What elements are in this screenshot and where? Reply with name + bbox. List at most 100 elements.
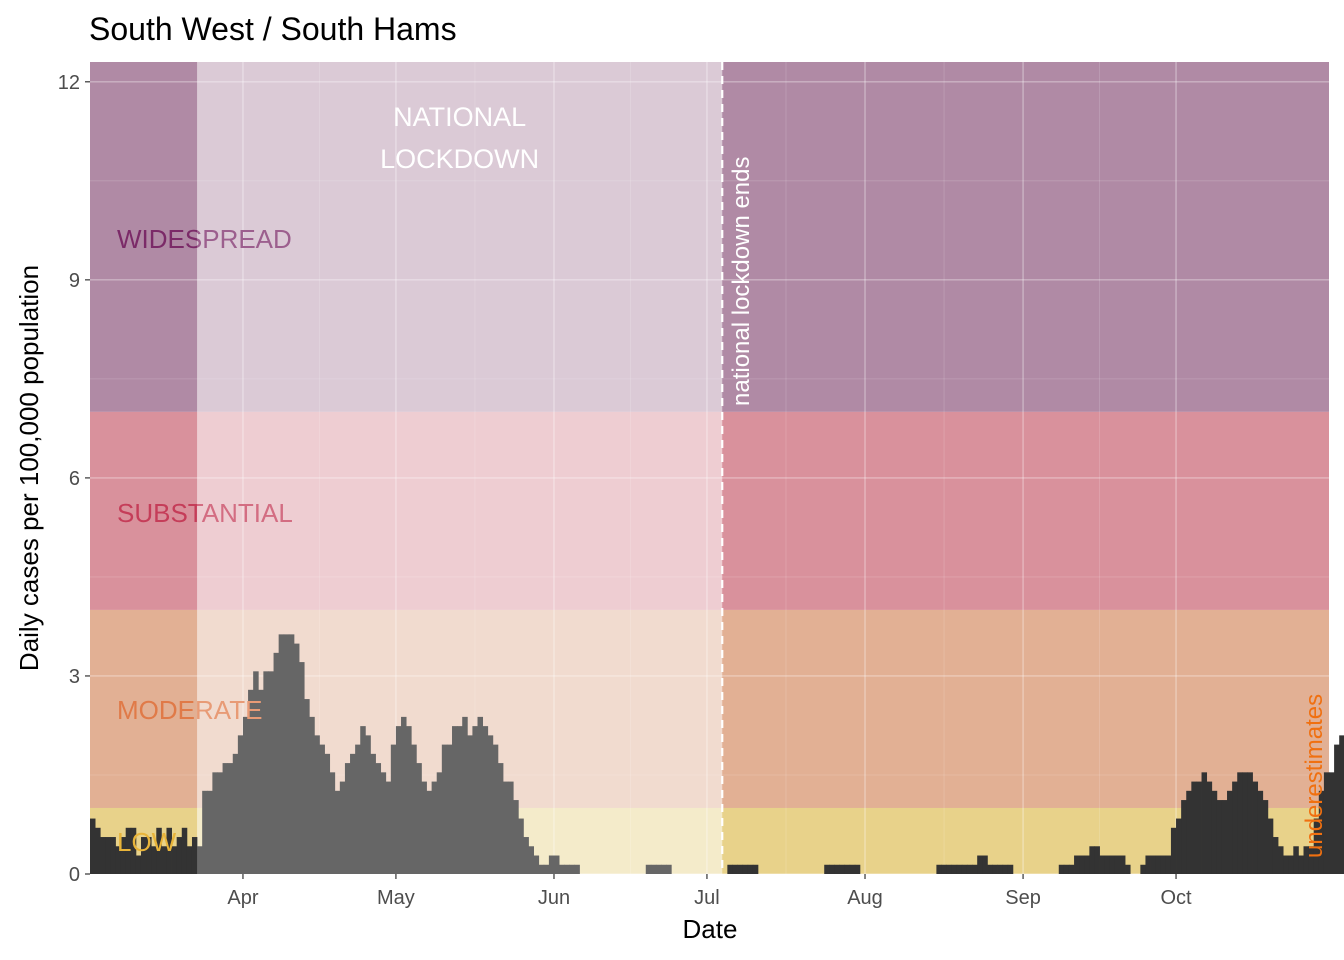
bar-day (1334, 744, 1340, 874)
bar-day (390, 744, 397, 874)
bar-day (212, 772, 218, 874)
bar-day (1074, 855, 1080, 874)
bar-day (1288, 855, 1294, 874)
bar-day (1339, 735, 1344, 874)
bar-day (365, 735, 371, 874)
bar-day (742, 864, 749, 874)
bar-day (309, 716, 315, 874)
bar-day (1232, 781, 1238, 874)
bar-day (324, 753, 331, 874)
bar-day (1170, 827, 1177, 874)
bar-day (1318, 790, 1325, 874)
bar-day (110, 837, 116, 874)
bar-day (543, 864, 550, 874)
y-tick-label: 6 (69, 468, 80, 490)
x-axis-label: Date (683, 914, 738, 944)
bar-day (380, 772, 387, 874)
bar-day (997, 864, 1004, 874)
bar-day (1298, 855, 1304, 874)
bar-day (176, 837, 183, 874)
bar-day (181, 827, 188, 874)
bar-day (1007, 864, 1014, 874)
bar-day (125, 827, 132, 874)
bar-day (370, 753, 376, 874)
bar-day (1303, 846, 1310, 874)
bar-day (645, 864, 652, 874)
bar-day (232, 753, 239, 874)
bar-day (197, 846, 203, 874)
bar-day (426, 790, 433, 874)
bar-day (416, 763, 422, 874)
underestimates-label: underestimates (1301, 694, 1328, 858)
bar-day (151, 846, 157, 874)
bar-day (1211, 790, 1218, 874)
bar-day (411, 744, 417, 874)
x-tick-label: Jul (694, 887, 720, 909)
bar-day (288, 634, 295, 874)
bar-day (140, 837, 147, 874)
x-tick-label: Apr (227, 887, 258, 909)
bar-day (375, 763, 382, 874)
band-label-substantial: SUBSTANTIAL (117, 498, 293, 528)
bar-day (1119, 855, 1126, 874)
bar-day (1002, 864, 1009, 874)
bar-day (319, 744, 325, 874)
bar-day (477, 716, 484, 874)
lockdown-label: NATIONAL (393, 102, 526, 132)
bar-day (1313, 818, 1320, 874)
bar-day (1079, 855, 1085, 874)
bar-day (513, 800, 519, 874)
x-tick-label: Aug (847, 887, 883, 909)
bar-day (533, 855, 540, 874)
bar-day (462, 716, 468, 874)
bar-day (1329, 772, 1335, 874)
bar-day (982, 855, 988, 874)
x-tick-label: May (377, 887, 415, 909)
bar-day (1242, 772, 1248, 874)
bar-day (1323, 772, 1330, 874)
bar-day (732, 864, 738, 874)
bar-day (1272, 837, 1279, 874)
bar-day (844, 864, 851, 874)
bar-day (90, 818, 96, 874)
bar-day (824, 864, 830, 874)
bar-day (360, 726, 366, 874)
bar-day (538, 864, 545, 874)
bar-day (553, 855, 560, 874)
bar-day (1176, 818, 1182, 874)
bar-day (1155, 855, 1162, 874)
bar-day (966, 864, 973, 874)
bar-day (105, 837, 111, 874)
bar-day (1094, 846, 1100, 874)
bar-day (1058, 864, 1065, 874)
bar-day (829, 864, 835, 874)
bar-day (258, 689, 264, 874)
bar-day (655, 864, 662, 874)
bar-day (528, 846, 534, 874)
bar-day (1293, 846, 1299, 874)
bar-day (854, 864, 861, 874)
bar-day (472, 726, 478, 874)
bar-day (956, 864, 963, 874)
bar-day (992, 864, 998, 874)
bar-day (961, 864, 968, 874)
bar-day (1267, 818, 1274, 874)
bar-day (95, 827, 101, 874)
bar-day (1114, 855, 1121, 874)
bar-day (497, 763, 504, 874)
bar-day (395, 726, 402, 874)
bar-day (1125, 864, 1131, 874)
bar-day (436, 772, 443, 874)
bar-day (237, 735, 244, 874)
bar-day (1201, 772, 1208, 874)
y-tick-label: 9 (69, 270, 80, 292)
bar-day (508, 781, 514, 874)
bar-day (350, 753, 356, 874)
bar-day (1181, 800, 1187, 874)
bar-day (492, 744, 499, 874)
bar-day (1160, 855, 1167, 874)
bar-day (1262, 800, 1269, 874)
bar-day (666, 864, 672, 874)
y-tick-label: 3 (69, 666, 80, 688)
